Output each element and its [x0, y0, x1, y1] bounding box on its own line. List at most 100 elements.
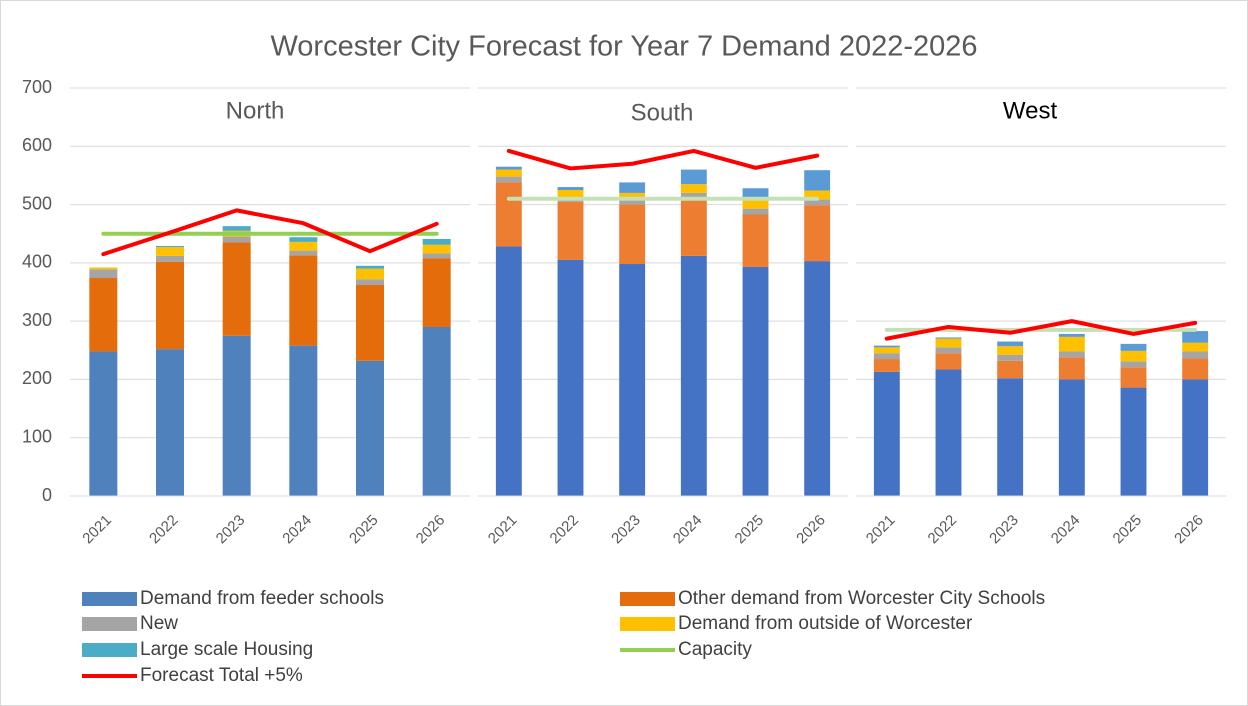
legend-label: Forecast Total +5% [140, 665, 303, 686]
legend-swatch [620, 617, 675, 631]
bar-segment [804, 190, 831, 200]
bar-segment [89, 351, 118, 496]
bar-segment [1120, 350, 1147, 362]
panel-title: North [226, 97, 285, 124]
bar-segment [680, 184, 707, 193]
legend-label: Large scale Housing [140, 639, 313, 660]
bar-segment [557, 201, 584, 260]
panel-title: South [631, 99, 694, 126]
bar-segment [156, 261, 184, 350]
legend-swatch [82, 643, 137, 657]
chart-title: Worcester City Forecast for Year 7 Deman… [270, 31, 977, 63]
legend-swatch [82, 592, 137, 606]
bar-segment [804, 199, 831, 206]
bar-segment [997, 360, 1024, 379]
bar-segment [935, 353, 962, 370]
y-tick-label: 200 [22, 368, 52, 388]
bar-segment [935, 338, 962, 348]
bar-segment [742, 188, 769, 200]
bar-segment [495, 166, 522, 170]
line-series [101, 208, 439, 257]
bar-segment [89, 278, 118, 352]
legend-swatch [82, 617, 137, 631]
bar-segment [422, 326, 451, 496]
bar-segment [873, 371, 900, 496]
bar-segment [289, 250, 318, 256]
bar-segment [619, 182, 646, 193]
y-tick-label: 100 [22, 426, 52, 446]
bar-segment [222, 242, 251, 336]
bar-segment [619, 264, 646, 496]
bar-segment [356, 360, 384, 496]
bar-segment [619, 198, 646, 205]
legend-label: Capacity [678, 639, 752, 660]
bar-segment [557, 259, 584, 496]
bar-segment [935, 347, 962, 354]
bar-segment [680, 192, 707, 199]
bar-segment [1058, 379, 1085, 496]
bar-segment [873, 345, 900, 348]
bar-segment [289, 241, 318, 251]
bar-segment [289, 237, 318, 242]
y-tick-label: 0 [42, 485, 52, 505]
bar-segment [222, 335, 251, 496]
bar-segment [422, 238, 451, 245]
panel-title: West [1003, 97, 1058, 124]
legend-label: Demand from feeder schools [140, 588, 384, 609]
bar-segment [997, 378, 1024, 496]
bar-segment [742, 199, 769, 209]
bar-segment [422, 258, 451, 327]
bar-segment [873, 347, 900, 354]
bar-segment [1182, 351, 1209, 359]
bar-segment [495, 246, 522, 496]
bar-segment [495, 182, 522, 247]
bar-segment [680, 198, 707, 256]
bar-segment [873, 353, 900, 360]
y-tick-label: 700 [22, 77, 52, 97]
bar-segment [804, 261, 831, 496]
bar-segment [804, 170, 831, 191]
bar-segment [935, 369, 962, 496]
bar-segment [356, 285, 384, 361]
bar-segment [1058, 351, 1085, 358]
y-tick-label: 500 [22, 193, 52, 213]
y-tick-label: 300 [22, 310, 52, 330]
y-tick-label: 400 [22, 252, 52, 272]
bar-segment [557, 190, 584, 199]
bar-segment [742, 214, 769, 267]
bar-segment [1120, 361, 1147, 368]
legend-label: Other demand from Worcester City Schools [678, 588, 1045, 609]
bar-segment [1120, 367, 1147, 388]
bar-segment [1182, 331, 1209, 343]
bar-segment [742, 208, 769, 215]
bar-segment [495, 169, 522, 177]
legend-label: Demand from outside of Worcester [678, 613, 973, 634]
line-series [506, 148, 820, 171]
bar-segment [222, 226, 251, 231]
bar-segment [89, 267, 118, 270]
bar-segment [422, 244, 451, 254]
bar-segment [1058, 333, 1085, 337]
line-series [884, 319, 1198, 341]
bar-segment [156, 349, 184, 496]
bar-segment [997, 346, 1024, 355]
legend-swatch [620, 592, 675, 606]
bar-segment [1058, 336, 1085, 352]
bar-segment [422, 253, 451, 259]
bar-segment [1058, 357, 1085, 380]
bar-segment [89, 269, 118, 279]
bar-segment [619, 192, 646, 199]
legend-label: New [140, 613, 178, 634]
bar-segment [1182, 358, 1209, 380]
bar-segment [680, 255, 707, 496]
bar-segment [356, 279, 384, 286]
bar-segment [356, 268, 384, 280]
bar-segment [1120, 343, 1147, 351]
bar-segment [1182, 342, 1209, 352]
bar-segment [935, 337, 962, 339]
bar-segment [997, 354, 1024, 361]
bar-segment [1182, 379, 1209, 496]
bar-segment [156, 255, 184, 262]
bar-segment [804, 205, 831, 262]
